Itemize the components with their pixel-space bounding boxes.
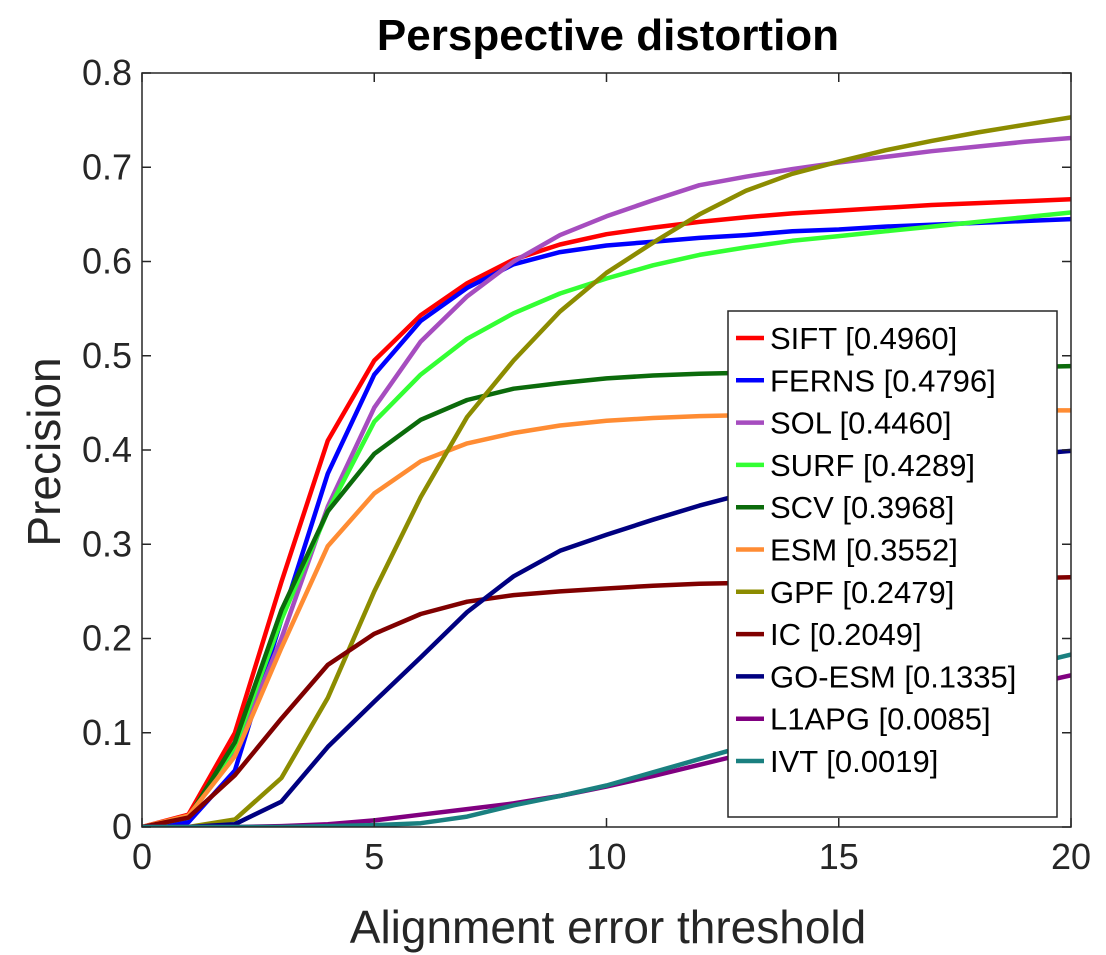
y-tick-label: 0.8: [82, 52, 132, 93]
x-tick-label: 10: [586, 836, 626, 877]
y-tick-label: 0.2: [82, 618, 132, 659]
series-line-1: [142, 216, 1071, 827]
legend-box: [727, 310, 1058, 818]
y-tick-label: 0.6: [82, 241, 132, 282]
series-line-3: [142, 210, 1071, 827]
legend-label-5: ESM [0.3552]: [770, 533, 958, 568]
y-tick-label: 0.5: [82, 335, 132, 376]
legend-label-0: SIFT [0.4960]: [770, 321, 957, 356]
legend-label-10: IVT [0.0019]: [770, 744, 938, 779]
legend-label-2: SOL [0.4460]: [770, 406, 952, 441]
y-tick-label: 0.1: [82, 712, 132, 753]
x-tick-label: 0: [132, 836, 152, 877]
legend-label-9: L1APG [0.0085]: [770, 702, 991, 737]
legend-label-8: GO-ESM [0.1335]: [770, 659, 1016, 694]
legend-label-6: GPF [0.2479]: [770, 575, 954, 610]
x-axis-label: Alignment error threshold: [350, 901, 866, 953]
x-tick-label: 5: [364, 836, 384, 877]
legend-label-1: FERNS [0.4796]: [770, 363, 996, 398]
legend-label-3: SURF [0.4289]: [770, 448, 975, 483]
ticks: 0 5 10 15 20 0 0.1 0.2 0.3 0.4 0.5 0.6 0.7 0.8: [82, 52, 1091, 877]
y-axis-label: Precision: [18, 357, 70, 546]
y-tick-label: 0.4: [82, 429, 132, 470]
y-tick-label: 0: [112, 806, 132, 847]
series-line-2: [142, 135, 1071, 827]
y-tick-label: 0.3: [82, 523, 132, 564]
legend-label-4: SCV [0.3968]: [770, 490, 954, 525]
series-line-0: [142, 197, 1071, 827]
y-tick-label: 0.7: [82, 146, 132, 187]
x-tick-label: 20: [1051, 836, 1091, 877]
x-tick-label: 15: [819, 836, 859, 877]
legend: SIFT [0.4960] FERNS [0.4796] SOL [0.4460] S…: [727, 310, 1058, 818]
series-line-6: [142, 115, 1071, 827]
chart-title: Perspective distortion: [377, 11, 839, 60]
legend-label-7: IC [0.2049]: [770, 617, 922, 652]
